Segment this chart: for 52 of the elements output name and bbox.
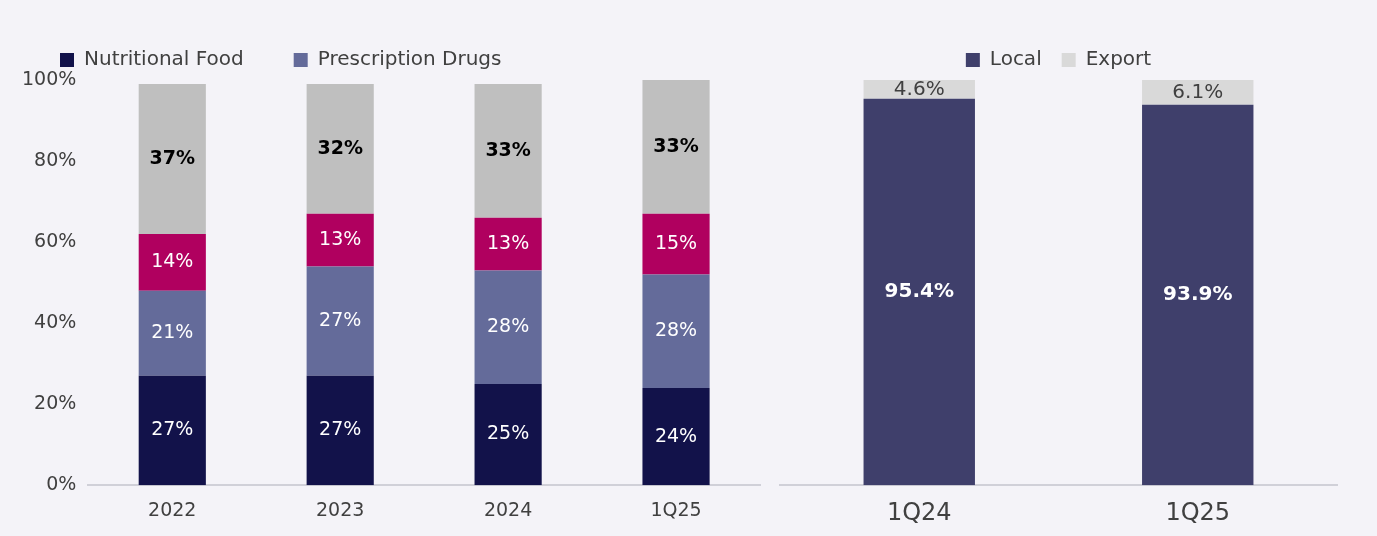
x-tick-label: 2024 bbox=[483, 497, 533, 520]
legend-label: Prescription Drugs bbox=[317, 46, 502, 71]
data-label: 13% bbox=[487, 231, 530, 254]
bar bbox=[474, 270, 542, 384]
y-tick-label: 80% bbox=[34, 147, 77, 170]
x-tick-label: 1Q24 bbox=[886, 497, 952, 526]
data-label: 13% bbox=[319, 226, 362, 249]
data-label: 14% bbox=[151, 249, 194, 272]
bar bbox=[642, 213, 710, 275]
data-label: 21% bbox=[151, 320, 194, 343]
bar bbox=[306, 266, 374, 376]
bar bbox=[306, 375, 374, 486]
bar bbox=[138, 233, 206, 291]
data-label: 93.9% bbox=[1163, 281, 1233, 306]
bar bbox=[306, 213, 374, 267]
y-tick-label: 40% bbox=[34, 310, 77, 333]
bar bbox=[642, 274, 710, 388]
data-label: 28% bbox=[654, 318, 698, 341]
bar bbox=[138, 375, 206, 486]
y-tick-label: 20% bbox=[34, 391, 77, 414]
y-tick-label: 0% bbox=[46, 472, 77, 495]
bar bbox=[138, 290, 206, 376]
data-label: 4.6% bbox=[893, 75, 945, 100]
x-tick-label: 2023 bbox=[316, 497, 365, 520]
bar bbox=[642, 387, 710, 486]
bar bbox=[474, 84, 542, 218]
data-label: 33% bbox=[485, 137, 531, 160]
legend-label: Nutritional Food bbox=[84, 46, 244, 71]
data-label: 25% bbox=[487, 421, 530, 444]
bar bbox=[474, 383, 542, 486]
data-label: 37% bbox=[149, 145, 196, 168]
data-label: 95.4% bbox=[884, 278, 954, 303]
data-label: 6.1% bbox=[1172, 78, 1224, 103]
data-label: 27% bbox=[151, 417, 194, 440]
bar bbox=[474, 217, 542, 271]
legend-label: Export bbox=[1085, 46, 1152, 71]
x-tick-label: 2022 bbox=[148, 497, 197, 520]
x-tick-label: 1Q25 bbox=[1165, 497, 1231, 526]
data-label: 28% bbox=[487, 314, 530, 337]
bar bbox=[138, 84, 206, 234]
data-label: 33% bbox=[653, 133, 699, 156]
data-label: 27% bbox=[319, 308, 362, 331]
y-tick-label: 60% bbox=[34, 229, 77, 252]
data-label: 15% bbox=[654, 231, 698, 254]
bar bbox=[642, 80, 710, 214]
bar bbox=[306, 84, 374, 214]
data-label: 27% bbox=[319, 417, 362, 440]
legend-label: Local bbox=[989, 46, 1042, 71]
data-label: 32% bbox=[317, 135, 363, 158]
y-tick-label: 100% bbox=[21, 66, 77, 89]
data-label: 24% bbox=[654, 423, 698, 446]
x-tick-label: 1Q25 bbox=[650, 497, 702, 520]
